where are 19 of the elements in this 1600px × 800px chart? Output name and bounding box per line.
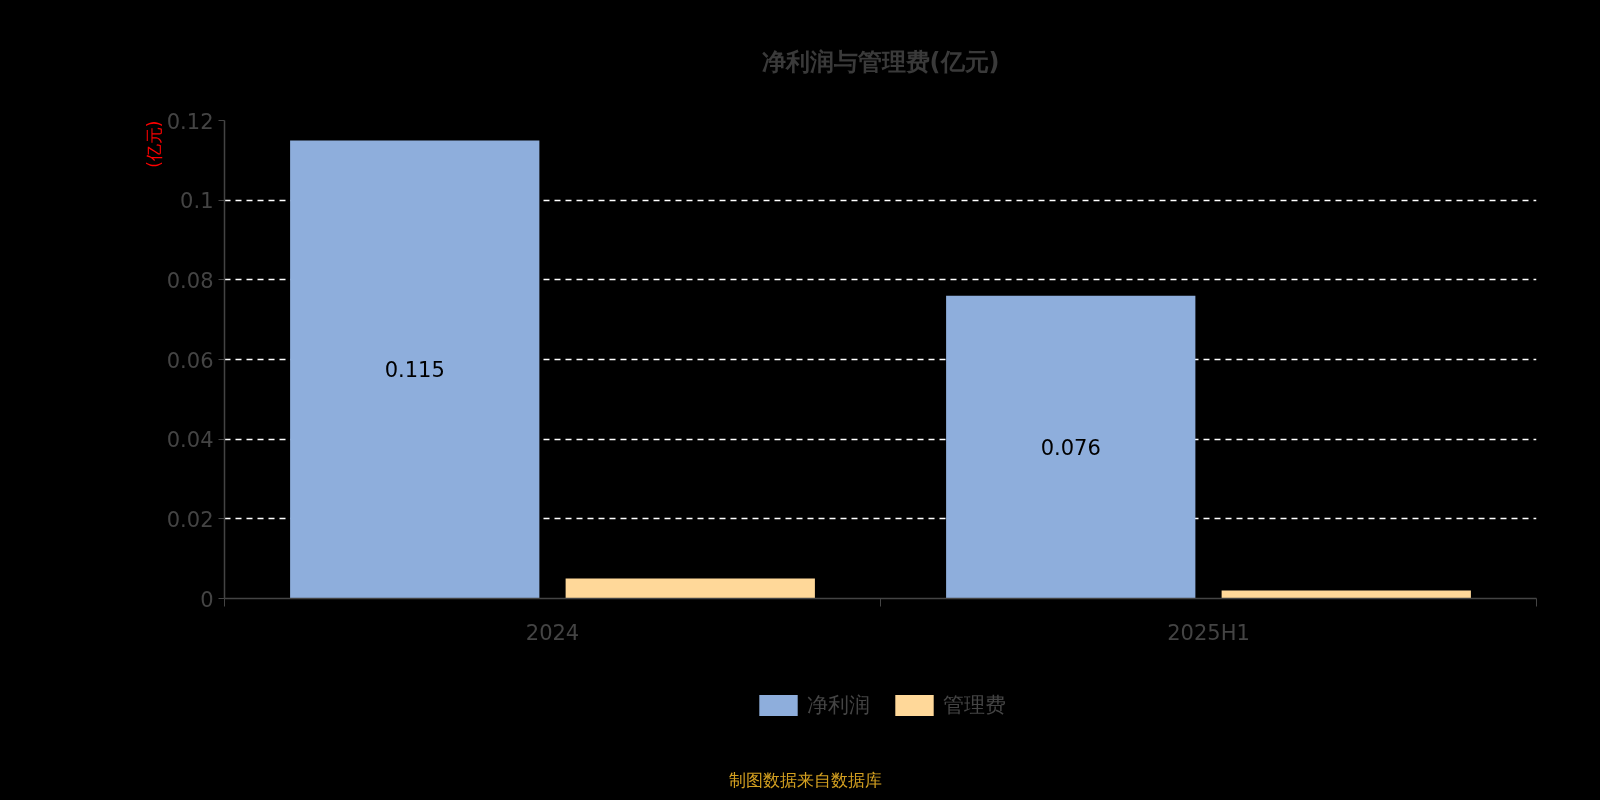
y-tick-label: 0 bbox=[200, 587, 214, 612]
y-axis-title: (亿元) bbox=[143, 120, 164, 168]
x-tick-label: 2024 bbox=[525, 620, 580, 645]
bar bbox=[290, 140, 540, 599]
legend-label: 净利润 bbox=[807, 692, 870, 719]
y-tick-label: 0.02 bbox=[166, 507, 214, 532]
y-tick-label: 0.04 bbox=[166, 428, 214, 453]
data-label: 0.115 bbox=[384, 358, 445, 383]
bar bbox=[565, 578, 815, 599]
data-label: 0.076 bbox=[1040, 436, 1101, 461]
bar bbox=[946, 295, 1196, 599]
text: 制图数据来自数据库 bbox=[728, 769, 882, 792]
legend-label: 管理费 bbox=[943, 692, 1006, 719]
y-tick-label: 0.12 bbox=[166, 109, 214, 134]
y-tick-label: 0.1 bbox=[180, 189, 214, 214]
y-tick-label: 0.08 bbox=[166, 268, 214, 293]
x-tick-label: 2025H1 bbox=[1167, 620, 1250, 645]
chart-title: 净利润与管理费(亿元) bbox=[761, 47, 1000, 76]
y-tick-label: 0.06 bbox=[166, 348, 214, 373]
